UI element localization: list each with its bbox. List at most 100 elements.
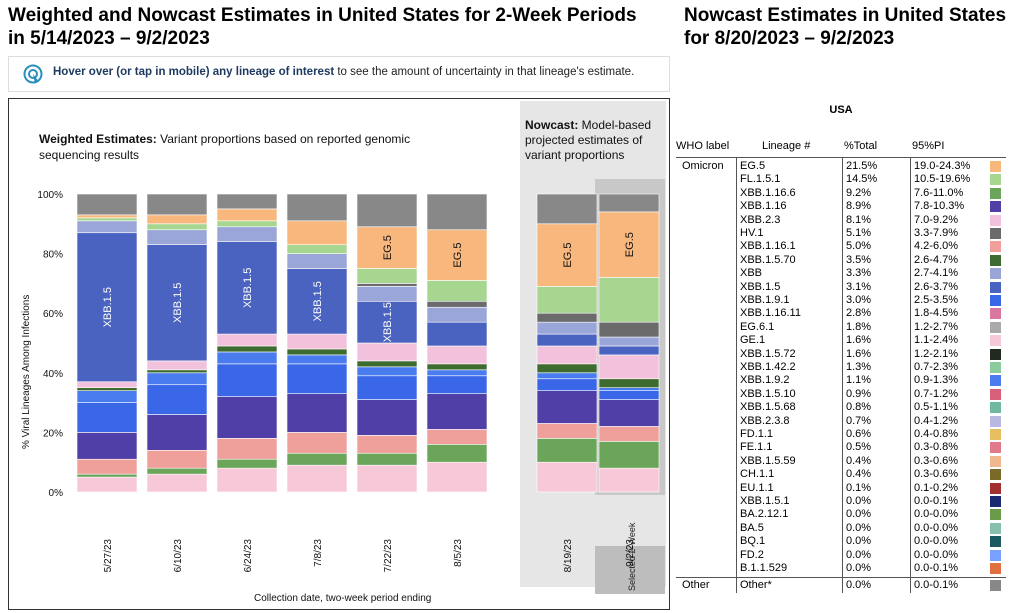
- bar-segment-xbb-1-16-6[interactable]: [76, 473, 138, 478]
- bar-segment-xbb-1-5[interactable]: [356, 300, 418, 344]
- bar-segment-other[interactable]: [146, 193, 208, 216]
- bar-segment-other[interactable]: [426, 193, 488, 231]
- bar-segment-xbb-1-16-6[interactable]: [356, 452, 418, 466]
- table-row[interactable]: BA.2.12.1 0.0% 0.0-0.0%: [676, 508, 1006, 521]
- bar-segment-xbb-1-9-1[interactable]: [76, 402, 138, 433]
- bar-segment-xbb-1-9-1[interactable]: [286, 363, 348, 394]
- table-row[interactable]: FE.1.1 0.5% 0.3-0.8%: [676, 441, 1006, 454]
- table-row[interactable]: FD.1.1 0.6% 0.4-0.8%: [676, 428, 1006, 441]
- bar-segment-ge-1[interactable]: [598, 467, 660, 493]
- bar-segment-eg-5[interactable]: [356, 226, 418, 269]
- bar-segment-xbb-1-5[interactable]: [426, 321, 488, 347]
- bar-segment-fl-1-5-1[interactable]: [216, 220, 278, 228]
- bar-segment-xbb-1-16-1[interactable]: [356, 435, 418, 454]
- bar-segment-eg-5[interactable]: [536, 223, 598, 287]
- bar-segment-other[interactable]: [76, 193, 138, 216]
- table-row[interactable]: XBB.2.3 8.1% 7.0-9.2%: [676, 214, 1006, 227]
- bar-segment-xbb-1-16-6[interactable]: [286, 452, 348, 466]
- bar-segment-hv-1[interactable]: [356, 283, 418, 287]
- table-row[interactable]: XBB.1.9.2 1.1% 0.9-1.3%: [676, 374, 1006, 387]
- bar-segment-xbb[interactable]: [286, 253, 348, 269]
- table-row[interactable]: XBB.1.16 8.9% 7.8-10.3%: [676, 200, 1006, 213]
- bar-segment-xbb-1-16[interactable]: [426, 393, 488, 430]
- table-row[interactable]: CH.1.1 0.4% 0.3-0.6%: [676, 468, 1006, 481]
- table-row[interactable]: FD.2 0.0% 0.0-0.0%: [676, 549, 1006, 562]
- bar-segment-xbb-1-16-6[interactable]: [598, 441, 660, 469]
- table-row[interactable]: XBB.2.3.8 0.7% 0.4-1.2%: [676, 415, 1006, 428]
- table-row[interactable]: XBB.1.16.1 5.0% 4.2-6.0%: [676, 240, 1006, 253]
- bar-segment-xbb[interactable]: [426, 306, 488, 323]
- bar-segment-xbb-1-9-1[interactable]: [146, 384, 208, 415]
- table-row[interactable]: HV.1 5.1% 3.3-7.9%: [676, 227, 1006, 240]
- bar-segment-xbb-1-9-1[interactable]: [216, 363, 278, 397]
- bar-segment-xbb[interactable]: [146, 229, 208, 245]
- bar-segment-fl-1-5-1[interactable]: [76, 217, 138, 222]
- bar-segment-fl-1-5-1[interactable]: [146, 223, 208, 231]
- bar-segment-ge-1[interactable]: [216, 467, 278, 493]
- table-row[interactable]: XBB.1.5.59 0.4% 0.3-0.6%: [676, 455, 1006, 468]
- bar-segment-fl-1-5-1[interactable]: [286, 244, 348, 254]
- table-row[interactable]: XBB.1.16.6 9.2% 7.6-11.0%: [676, 187, 1006, 200]
- bar-segment-ge-1[interactable]: [76, 476, 138, 493]
- bar-segment-xbb-1-9-2[interactable]: [598, 387, 660, 391]
- bar-segment-xbb-1-16[interactable]: [76, 432, 138, 460]
- bar-segment-xbb[interactable]: [76, 220, 138, 234]
- table-row[interactable]: XBB.1.5.72 1.6% 1.2-2.1%: [676, 348, 1006, 361]
- bar-segment-other[interactable]: [598, 193, 660, 213]
- bar-segment-xbb-1-16[interactable]: [536, 390, 598, 424]
- bar-segment-ge-1[interactable]: [146, 473, 208, 493]
- table-row[interactable]: XBB.1.5.70 3.5% 2.6-4.7%: [676, 254, 1006, 267]
- table-row[interactable]: XBB 3.3% 2.7-4.1%: [676, 267, 1006, 280]
- table-row[interactable]: Omicron EG.5 21.5% 19.0-24.3%: [676, 160, 1006, 173]
- bar-segment-eg-5[interactable]: [426, 229, 488, 281]
- bar-segment-xbb-1-16-1[interactable]: [146, 449, 208, 469]
- bar-segment-xbb-1-5[interactable]: [598, 345, 660, 356]
- bar-segment-xbb[interactable]: [216, 226, 278, 242]
- bar-segment-xbb-1-16-6[interactable]: [426, 444, 488, 463]
- table-row[interactable]: XBB.1.42.2 1.3% 0.7-2.3%: [676, 361, 1006, 374]
- bar-segment-ge-1[interactable]: [356, 464, 418, 493]
- bar-segment-xbb-1-9-2[interactable]: [286, 354, 348, 365]
- bar-segment-eg-5[interactable]: [76, 214, 138, 219]
- bar-segment-other[interactable]: [286, 193, 348, 222]
- bar-segment-xbb-1-5[interactable]: [146, 244, 208, 362]
- bar-segment-xbb-2-3[interactable]: [598, 354, 660, 380]
- bar-segment-xbb-1-9-2[interactable]: [216, 351, 278, 365]
- bar-segment-xbb-1-9-1[interactable]: [426, 375, 488, 394]
- table-row[interactable]: B.1.1.529 0.0% 0.0-0.1%: [676, 562, 1006, 575]
- table-row[interactable]: XBB.1.5.1 0.0% 0.0-0.1%: [676, 495, 1006, 508]
- bar-segment-xbb-1-16-1[interactable]: [426, 429, 488, 445]
- bar-segment-xbb-1-16[interactable]: [598, 399, 660, 427]
- bar-segment-xbb-1-16-1[interactable]: [216, 438, 278, 460]
- bar-segment-xbb-2-3[interactable]: [426, 345, 488, 365]
- table-row[interactable]: EG.6.1 1.8% 1.2-2.7%: [676, 321, 1006, 334]
- bar-segment-xbb-1-16[interactable]: [216, 396, 278, 439]
- table-row[interactable]: XBB.1.5 3.1% 2.6-3.7%: [676, 281, 1006, 294]
- bar-segment-xbb-2-3[interactable]: [216, 333, 278, 347]
- bar-segment-xbb-1-16[interactable]: [286, 393, 348, 433]
- bar-segment-xbb-1-16-6[interactable]: [216, 458, 278, 469]
- bar-segment-xbb-1-9-2[interactable]: [356, 366, 418, 377]
- table-row[interactable]: EU.1.1 0.1% 0.1-0.2%: [676, 482, 1006, 495]
- bar-segment-xbb[interactable]: [356, 286, 418, 302]
- bar-segment-xbb-1-9-1[interactable]: [598, 390, 660, 400]
- bar-segment-ge-1[interactable]: [426, 461, 488, 493]
- bar-segment-eg-5[interactable]: [216, 208, 278, 222]
- bar-segment-xbb-1-9-1[interactable]: [356, 375, 418, 400]
- bar-segment-xbb-1-5-70[interactable]: [76, 387, 138, 391]
- bar-segment-xbb-1-16-6[interactable]: [536, 438, 598, 463]
- bar-segment-ge-1[interactable]: [286, 464, 348, 493]
- bar-segment-xbb-1-5-70[interactable]: [146, 369, 208, 374]
- bar-segment-xbb-1-5-70[interactable]: [598, 378, 660, 389]
- bar-segment-xbb[interactable]: [536, 321, 598, 335]
- bar-segment-xbb-1-9-2[interactable]: [146, 372, 208, 386]
- bar-segment-xbb-2-3[interactable]: [286, 333, 348, 350]
- bar-segment-hv-1[interactable]: [598, 321, 660, 338]
- bar-segment-fl-1-5-1[interactable]: [356, 268, 418, 284]
- table-row-other[interactable]: Other Other* 0.0% 0.0-0.1%: [676, 579, 1006, 592]
- bar-segment-fl-1-5-1[interactable]: [536, 286, 598, 314]
- bar-segment-xbb-2-3[interactable]: [356, 342, 418, 362]
- bar-segment-xbb-1-16-1[interactable]: [286, 432, 348, 454]
- bar-segment-eg-5[interactable]: [146, 214, 208, 225]
- table-row[interactable]: GE.1 1.6% 1.1-2.4%: [676, 334, 1006, 347]
